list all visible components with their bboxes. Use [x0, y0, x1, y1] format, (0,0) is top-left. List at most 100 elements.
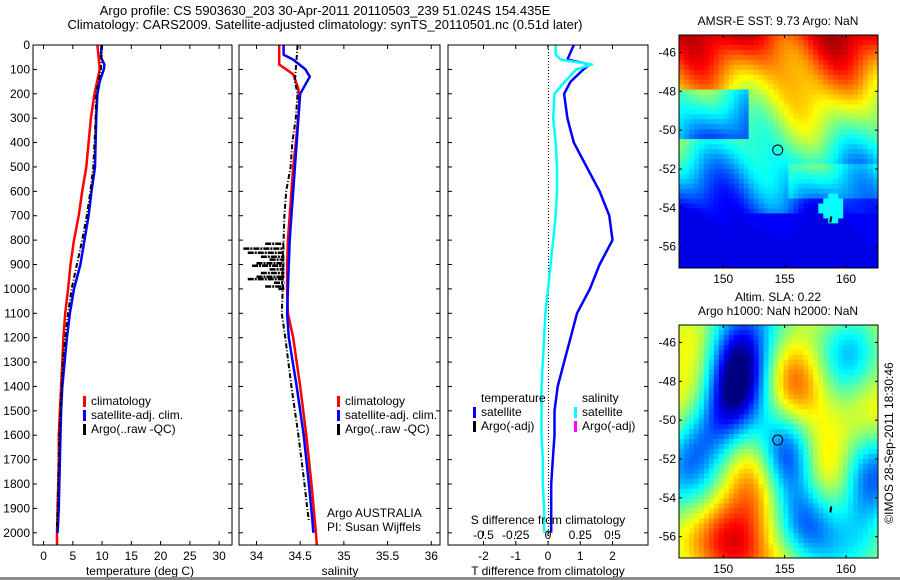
- map-cell: [708, 203, 715, 210]
- map-cell: [768, 488, 775, 495]
- map-cell: [773, 69, 780, 76]
- map-cell: [818, 193, 824, 200]
- map-cell: [713, 208, 720, 215]
- map-cell: [788, 429, 795, 435]
- map-cell: [748, 533, 755, 539]
- map-cell: [858, 458, 864, 465]
- map-cell: [733, 543, 740, 549]
- map-cell: [723, 473, 730, 480]
- map-cell: [758, 354, 765, 361]
- map-cell: [823, 69, 829, 76]
- map-cell: [788, 99, 795, 106]
- map-cell: [823, 443, 829, 450]
- map-cell: [718, 508, 725, 514]
- map-cell: [763, 518, 770, 524]
- map-cell: [778, 369, 785, 376]
- argo-position-marker: [772, 144, 784, 156]
- map-cell: [753, 139, 760, 145]
- map-cell: [728, 404, 735, 410]
- map-cell: [778, 79, 785, 86]
- map-cell: [848, 379, 854, 386]
- map-cell: [838, 84, 844, 91]
- map-cell: [798, 35, 804, 41]
- map-cell: [753, 109, 760, 115]
- difference-legend: temperature satellite Argo(-adj) salinit…: [473, 391, 635, 433]
- map-cell: [728, 74, 735, 81]
- map-cell: [748, 364, 755, 371]
- map-cell: [698, 325, 705, 331]
- map-cell: [828, 248, 834, 254]
- map-cell: [808, 473, 814, 480]
- map-cell: [798, 89, 804, 96]
- map-cell: [738, 419, 745, 425]
- map-cell: [728, 129, 735, 135]
- map-cell: [868, 439, 874, 445]
- map-cell: [693, 543, 700, 549]
- map-cell: [748, 89, 755, 96]
- map-cell: [688, 253, 695, 259]
- map-cell: [679, 458, 685, 465]
- map-cell: [873, 483, 878, 490]
- map-cell: [713, 538, 720, 544]
- map-cell: [793, 183, 799, 190]
- map-cell: [683, 379, 690, 386]
- map-cell: [703, 188, 710, 195]
- map-cell: [843, 429, 849, 435]
- map-cell: [823, 473, 829, 480]
- map-cell: [773, 248, 780, 254]
- map-cell: [703, 178, 710, 185]
- map-cell: [858, 168, 864, 175]
- map-cell: [773, 89, 780, 96]
- map-cell: [708, 193, 715, 200]
- map-cell: [808, 508, 814, 514]
- map-cell: [753, 473, 760, 480]
- map-cell: [848, 114, 854, 120]
- map-cell: [703, 89, 710, 96]
- map-cell: [693, 59, 700, 66]
- map-cell: [803, 453, 809, 460]
- map-cell: [833, 49, 839, 56]
- map-cell: [753, 443, 760, 450]
- map-cell: [738, 458, 745, 465]
- map-cell: [838, 149, 844, 155]
- map-cell: [748, 329, 755, 336]
- map-cell: [748, 325, 755, 331]
- map-cell: [863, 69, 869, 76]
- map-cell: [728, 508, 735, 514]
- map-cell: [798, 203, 804, 210]
- map-cell: [853, 508, 859, 514]
- map-cell: [753, 463, 760, 470]
- map-cell: [773, 253, 780, 259]
- map-cell: [863, 228, 869, 234]
- map-cell: [863, 439, 869, 445]
- map-cell: [818, 503, 824, 510]
- map-cell: [693, 414, 700, 420]
- map-cell: [718, 79, 725, 86]
- map-cell: [863, 203, 869, 210]
- map-cell: [708, 89, 715, 96]
- map-cell: [823, 399, 829, 405]
- map-cell: [713, 434, 720, 440]
- map-cell: [843, 168, 849, 175]
- map-cell: [803, 253, 809, 259]
- map-cell: [873, 163, 878, 170]
- map-cell: [858, 59, 864, 66]
- map-cell: [728, 498, 735, 505]
- map-cell: [748, 344, 755, 351]
- map-cell: [679, 54, 685, 61]
- map-cell: [803, 134, 809, 140]
- map-cell: [708, 233, 715, 239]
- map-cell: [798, 129, 804, 135]
- map-cell: [703, 483, 710, 490]
- map-cell: [858, 173, 864, 180]
- map-cell: [873, 334, 878, 341]
- map-cell: [803, 419, 809, 425]
- map-cell: [728, 84, 735, 91]
- map-cell: [718, 468, 725, 475]
- map-cell: [693, 384, 700, 391]
- map-cell: [853, 228, 859, 234]
- map-cell: [828, 84, 834, 91]
- map-cell: [743, 69, 750, 76]
- map-cell: [713, 134, 720, 140]
- map-cell: [728, 35, 735, 41]
